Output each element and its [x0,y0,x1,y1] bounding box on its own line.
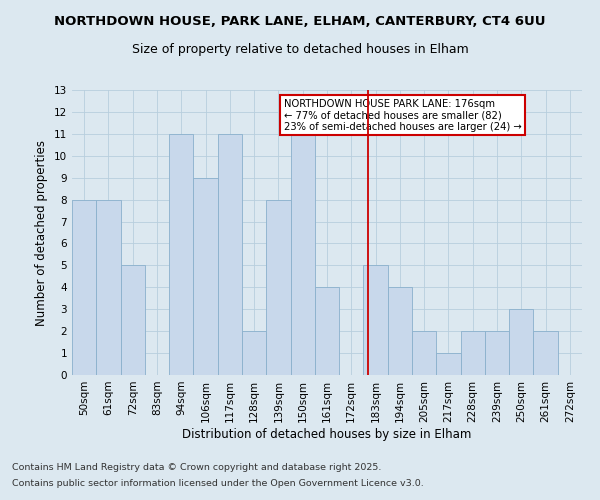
X-axis label: Distribution of detached houses by size in Elham: Distribution of detached houses by size … [182,428,472,440]
Bar [364,266,388,375]
Bar [72,200,96,375]
Bar [169,134,193,375]
Bar [485,331,509,375]
Bar [388,288,412,375]
Bar [509,309,533,375]
Text: NORTHDOWN HOUSE, PARK LANE, ELHAM, CANTERBURY, CT4 6UU: NORTHDOWN HOUSE, PARK LANE, ELHAM, CANTE… [54,15,546,28]
Y-axis label: Number of detached properties: Number of detached properties [35,140,49,326]
Bar [121,266,145,375]
Bar [315,288,339,375]
Bar [461,331,485,375]
Bar [290,134,315,375]
Text: Contains HM Land Registry data © Crown copyright and database right 2025.: Contains HM Land Registry data © Crown c… [12,464,382,472]
Bar [412,331,436,375]
Bar [266,200,290,375]
Text: NORTHDOWN HOUSE PARK LANE: 176sqm
← 77% of detached houses are smaller (82)
23% : NORTHDOWN HOUSE PARK LANE: 176sqm ← 77% … [284,98,521,132]
Bar [218,134,242,375]
Bar [96,200,121,375]
Bar [193,178,218,375]
Bar [242,331,266,375]
Text: Contains public sector information licensed under the Open Government Licence v3: Contains public sector information licen… [12,478,424,488]
Bar [436,353,461,375]
Bar [533,331,558,375]
Text: Size of property relative to detached houses in Elham: Size of property relative to detached ho… [131,42,469,56]
